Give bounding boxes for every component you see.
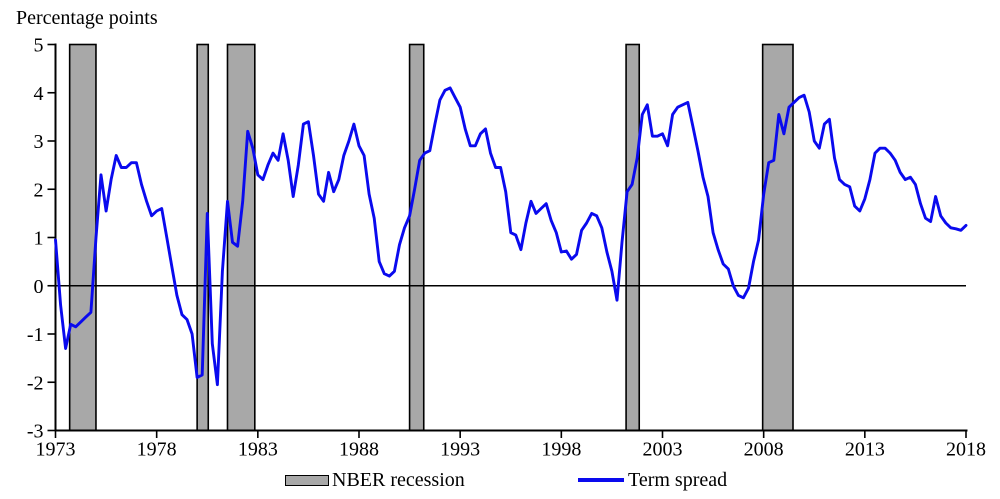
x-tick-label: 1988 bbox=[339, 439, 379, 461]
recession-band bbox=[625, 43, 641, 432]
term-spread-swatch-icon bbox=[578, 478, 624, 482]
x-tick-label: 2003 bbox=[643, 439, 683, 461]
x-tick-label: 2008 bbox=[744, 439, 784, 461]
recession-band bbox=[761, 43, 794, 432]
y-tick-label: 1 bbox=[34, 228, 44, 250]
y-tick-label: 4 bbox=[34, 83, 44, 105]
y-tick-label: -1 bbox=[27, 324, 44, 346]
y-tick-label: 0 bbox=[34, 276, 44, 298]
legend-item-term-spread: Term spread bbox=[578, 470, 727, 490]
legend-item-nber-recession: NBER recession bbox=[285, 470, 465, 490]
legend-label-nber-recession: NBER recession bbox=[332, 469, 465, 491]
x-tick-label: 2013 bbox=[845, 439, 885, 461]
recession-band bbox=[68, 43, 97, 432]
x-tick-label: 1978 bbox=[137, 439, 177, 461]
y-tick-label: -2 bbox=[27, 372, 44, 394]
y-tick-label: -3 bbox=[27, 421, 44, 443]
term-spread-line bbox=[54, 86, 968, 387]
recession-swatch-icon bbox=[285, 474, 329, 486]
legend-label-term-spread: Term spread bbox=[628, 469, 728, 491]
y-tick-label: 2 bbox=[34, 179, 44, 201]
x-tick-label: 1998 bbox=[541, 439, 581, 461]
y-axis-title: Percentage points bbox=[16, 7, 158, 29]
recession-band bbox=[408, 43, 425, 432]
x-tick-label: 1993 bbox=[440, 439, 480, 461]
y-tick-label: 5 bbox=[34, 35, 44, 57]
y-tick-label: 3 bbox=[34, 131, 44, 153]
x-tick-label: 1973 bbox=[36, 439, 76, 461]
x-tick-label: 2018 bbox=[946, 439, 986, 461]
x-tick-label: 1983 bbox=[238, 439, 278, 461]
